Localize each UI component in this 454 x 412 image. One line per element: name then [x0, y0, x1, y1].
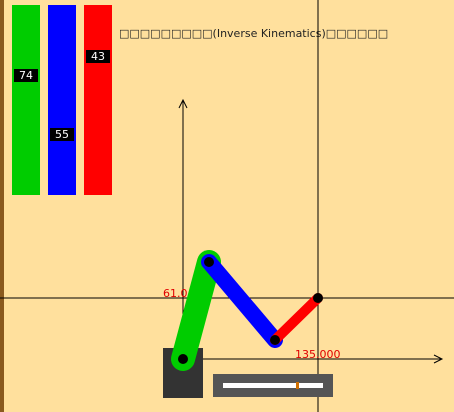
- page-title: □□□□□□□□□(Inverse Kinematics)□□□□□□: [119, 27, 389, 40]
- joint-elbow: [204, 257, 214, 267]
- green-joint-bar: 74: [12, 5, 40, 195]
- end-effector: [313, 293, 323, 303]
- angle-label: 61.0: [163, 287, 188, 300]
- joint-wrist: [270, 335, 280, 345]
- window-border: [0, 0, 4, 412]
- distance-label: 135.000: [295, 348, 341, 361]
- red-joint-value: 43: [86, 50, 110, 63]
- joint-base: [178, 354, 188, 364]
- slider-thumb[interactable]: [296, 382, 299, 389]
- blue-joint-value: 55: [50, 128, 74, 141]
- x-axis-arrow: [433, 354, 444, 364]
- green-joint-value: 74: [14, 69, 38, 82]
- link-2-blue: [201, 254, 283, 348]
- link-3-red: [270, 293, 323, 345]
- y-axis-arrow: [178, 98, 188, 109]
- red-joint-bar: 43: [84, 5, 112, 195]
- slider-control[interactable]: [213, 374, 333, 397]
- blue-joint-bar: 55: [48, 5, 76, 195]
- slider-track[interactable]: [223, 382, 323, 389]
- link-1-green: [171, 250, 221, 371]
